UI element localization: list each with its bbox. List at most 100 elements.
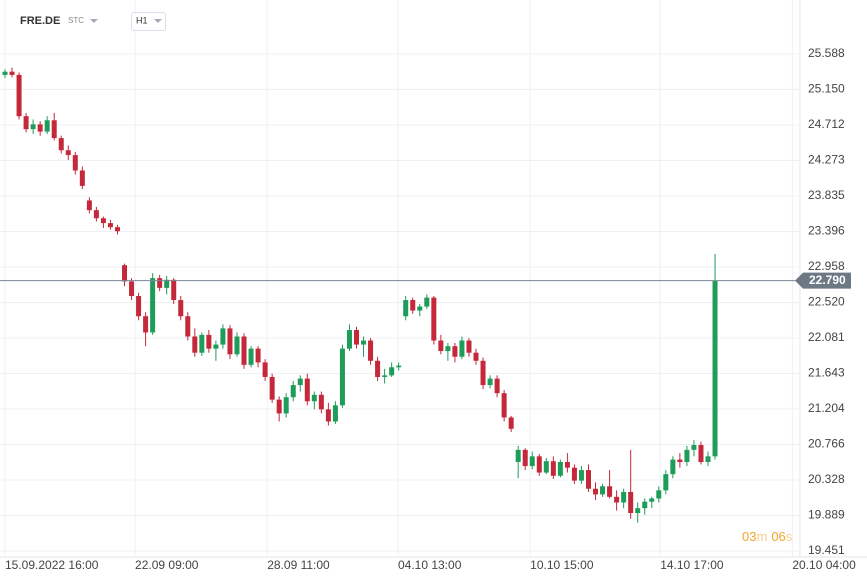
interval-dropdown-arrow[interactable] — [154, 19, 162, 23]
candle-body — [44, 120, 50, 132]
candle-body — [494, 378, 500, 394]
candle-body — [642, 501, 648, 509]
candle-body — [136, 295, 142, 317]
candle-body — [164, 279, 170, 288]
candle-body — [157, 278, 163, 288]
candle-body — [65, 150, 71, 156]
candle-body — [445, 346, 451, 352]
candle-body — [452, 346, 458, 357]
y-tick-label: 22.958 — [808, 259, 845, 273]
candle-body — [213, 344, 219, 349]
candle-body — [325, 409, 331, 422]
candle-body — [684, 449, 690, 463]
candle-body — [220, 328, 226, 345]
candle-body — [290, 385, 296, 398]
candle-body — [571, 467, 577, 481]
candle-body — [79, 170, 85, 186]
candle-body — [614, 496, 620, 503]
countdown-minutes: 03 — [742, 529, 756, 544]
candle-body — [16, 74, 22, 117]
y-tick-label: 21.204 — [808, 401, 845, 415]
x-tick-label: 14.10 17:00 — [660, 558, 724, 572]
current-price-label: 22.790 — [809, 273, 846, 287]
x-tick-label: 15.09.2022 16:00 — [5, 558, 99, 572]
candle-body — [459, 340, 465, 357]
candle-body — [410, 300, 416, 311]
candle-body — [9, 71, 15, 75]
interval[interactable]: H1 — [136, 15, 148, 25]
candle-body — [206, 334, 212, 349]
y-tick-label: 25.150 — [808, 82, 845, 96]
candle-body — [543, 461, 549, 473]
candle-body — [241, 336, 247, 365]
x-tick-label: 10.10 15:00 — [530, 558, 594, 572]
candle-body — [248, 348, 254, 365]
countdown-seconds: 06 — [771, 529, 785, 544]
candle-body — [332, 405, 338, 422]
y-tick-label: 24.273 — [808, 153, 845, 167]
candle-body — [473, 352, 479, 361]
candle-body — [480, 360, 486, 386]
candle-body — [621, 491, 627, 503]
candle-body — [550, 461, 556, 476]
countdown: 03m 06s — [742, 529, 793, 544]
candle-body — [234, 336, 240, 355]
x-tick-label: 04.10 13:00 — [398, 558, 462, 572]
candle-body — [361, 340, 367, 345]
candle-body — [283, 397, 289, 414]
candle-body — [424, 297, 430, 307]
y-tick-label: 24.712 — [808, 117, 845, 131]
candle-body — [304, 378, 310, 402]
candle-body — [663, 474, 669, 491]
candle-body — [487, 378, 493, 386]
candle-body — [346, 330, 352, 349]
candle-body — [578, 470, 584, 481]
candle-body — [114, 227, 120, 232]
candle-body — [171, 279, 177, 301]
candle-body — [585, 470, 591, 489]
symbol-dropdown-arrow[interactable] — [90, 19, 98, 23]
candle-body — [656, 490, 662, 499]
candle-body — [677, 459, 683, 463]
candle-body — [150, 278, 156, 333]
candle-body — [262, 362, 268, 377]
candle-body — [438, 340, 444, 352]
y-tick-label: 23.396 — [808, 224, 845, 238]
candle-body — [30, 124, 36, 130]
candle-body — [389, 367, 395, 376]
candle-body — [600, 486, 606, 495]
candle-body — [23, 116, 29, 130]
candle-body — [417, 306, 423, 311]
candle-body — [635, 508, 641, 514]
candle-body — [2, 71, 8, 75]
candle-body — [297, 378, 303, 386]
y-tick-label: 22.081 — [808, 330, 845, 344]
y-tick-label: 19.889 — [808, 508, 845, 522]
y-tick-label: 21.643 — [808, 366, 845, 380]
candle-body — [199, 334, 205, 353]
candle-body — [72, 155, 78, 171]
candle-body — [185, 316, 191, 337]
candle-body — [37, 124, 43, 132]
interval-button[interactable] — [131, 12, 166, 31]
candle-body — [93, 210, 99, 219]
candle-body — [51, 120, 57, 139]
x-tick-label: 22.09 09:00 — [135, 558, 199, 572]
toolbar: FRE.DE STC H1 — [20, 12, 166, 31]
candle-body — [431, 297, 437, 341]
countdown-minutes-unit: m — [756, 529, 767, 544]
y-tick-label: 25.588 — [808, 46, 845, 60]
candle-body — [403, 300, 409, 317]
candle-body — [628, 491, 634, 514]
candle-body — [466, 340, 472, 353]
candle-body — [515, 449, 521, 463]
candle-body — [100, 218, 106, 224]
symbol[interactable]: FRE.DE — [20, 15, 60, 27]
candle-body — [522, 449, 528, 467]
current-price-badge — [795, 272, 851, 289]
candle-body — [564, 462, 570, 468]
candle-body — [129, 281, 135, 296]
candle-body — [698, 445, 704, 463]
